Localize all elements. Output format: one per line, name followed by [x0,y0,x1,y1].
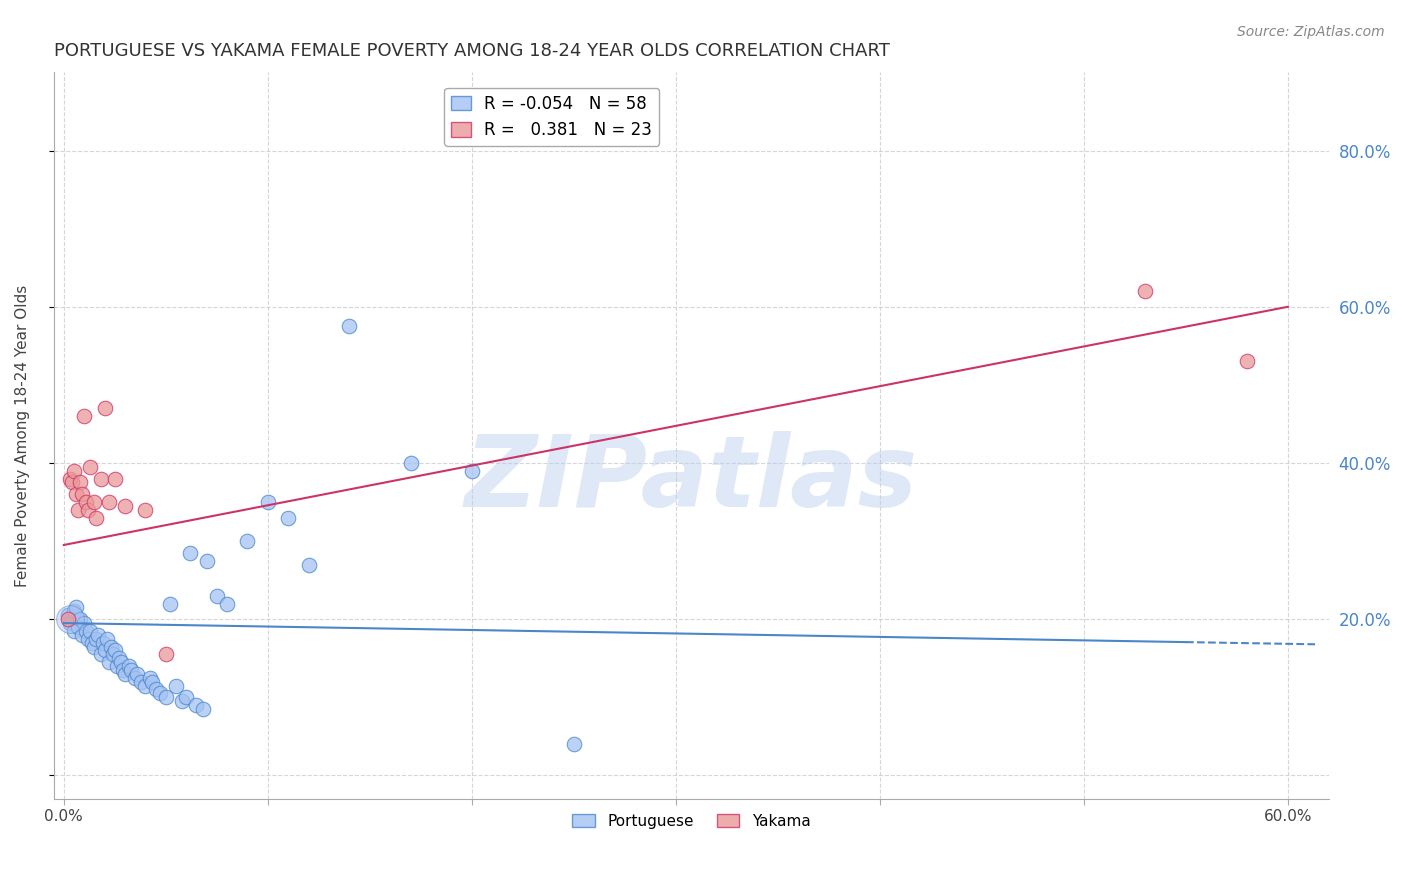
Point [97,655,120,669]
Point [73,616,96,631]
Point [70,628,93,642]
Point [60,475,83,490]
Point [174,690,197,705]
Point [1133,284,1156,298]
Point [138,671,160,685]
Point [91,635,114,649]
Point [77,503,100,517]
Point [70,487,93,501]
Point [63,464,86,478]
Point [186,698,208,712]
Point [93,401,115,416]
Point [63,604,86,618]
Point [59,616,82,631]
Point [104,472,127,486]
Point [399,456,422,470]
Point [86,510,108,524]
Point [90,472,112,486]
Point [96,632,118,646]
Point [56,608,79,623]
Point [118,659,141,673]
Point [1236,354,1258,368]
Point [77,632,100,646]
Point [97,495,120,509]
Point [86,632,108,646]
Point [65,600,87,615]
Point [56,612,79,626]
Point [114,666,136,681]
Point [75,495,97,509]
Point [134,503,156,517]
Point [159,597,181,611]
Point [59,612,82,626]
Point [82,635,104,649]
Point [172,694,194,708]
Point [104,643,127,657]
Legend: Portuguese, Yakama: Portuguese, Yakama [565,807,817,835]
Point [141,674,163,689]
Point [100,640,122,654]
Point [120,663,142,677]
Point [101,648,124,662]
Point [131,674,153,689]
Point [93,643,115,657]
Point [277,510,299,524]
Point [124,671,146,685]
Point [108,651,131,665]
Point [339,319,361,334]
Point [83,495,105,509]
Point [205,589,228,603]
Point [79,624,101,638]
Point [69,612,91,626]
Point [236,534,259,549]
Point [134,679,156,693]
Point [127,666,149,681]
Point [69,475,91,490]
Point [149,686,172,700]
Point [155,690,177,705]
Point [562,737,585,751]
Point [145,682,167,697]
Point [298,558,321,572]
Point [165,679,187,693]
Point [63,624,86,638]
Y-axis label: Female Poverty Among 18-24 Year Olds: Female Poverty Among 18-24 Year Olds [15,285,30,587]
Point [195,553,218,567]
Text: Source: ZipAtlas.com: Source: ZipAtlas.com [1237,25,1385,39]
Point [215,597,238,611]
Point [59,472,82,486]
Point [191,702,214,716]
Point [67,620,90,634]
Point [87,628,110,642]
Point [90,648,112,662]
Point [67,503,90,517]
Point [179,546,201,560]
Point [114,499,136,513]
Point [83,640,105,654]
Point [79,459,101,474]
Point [111,663,134,677]
Point [105,659,128,673]
Text: PORTUGUESE VS YAKAMA FEMALE POVERTY AMONG 18-24 YEAR OLDS CORRELATION CHART: PORTUGUESE VS YAKAMA FEMALE POVERTY AMON… [53,42,890,60]
Point [461,464,484,478]
Text: ZIPatlas: ZIPatlas [464,431,918,528]
Point [110,655,132,669]
Point [75,624,97,638]
Point [155,648,177,662]
Point [256,495,278,509]
Point [65,487,87,501]
Point [73,409,96,423]
